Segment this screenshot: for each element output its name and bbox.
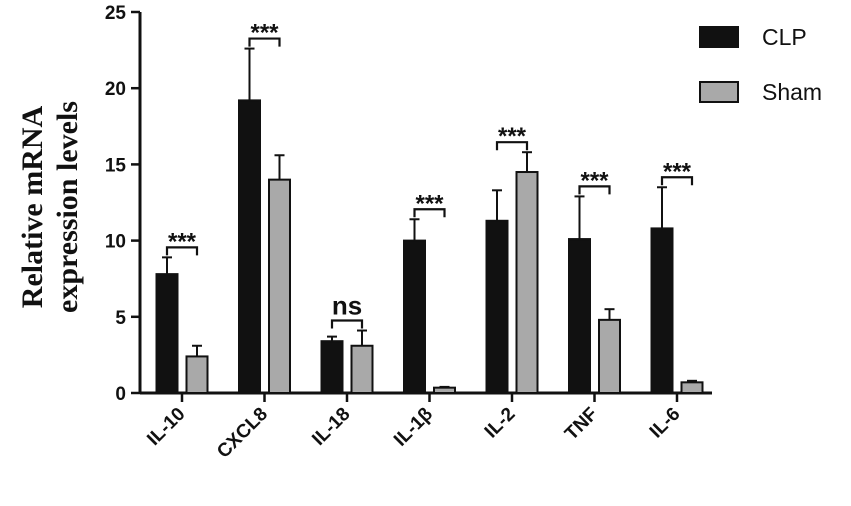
significance-label: ***: [580, 167, 609, 194]
x-category-label: IL-10: [143, 404, 189, 450]
legend-swatch-sham: [699, 81, 739, 103]
bar-clp: [238, 99, 261, 394]
y-tick-label: 15: [105, 155, 127, 176]
y-tick-label: 0: [115, 384, 126, 405]
bars: [155, 47, 704, 395]
x-category-label: TNF: [561, 404, 602, 445]
significance-label: ***: [663, 158, 692, 185]
bar-clp: [568, 238, 591, 394]
bar-sham: [350, 344, 374, 395]
bar-clp: [650, 227, 674, 394]
significance-label: ns: [332, 291, 362, 321]
significance-bracket: [495, 141, 529, 151]
legend: CLP Sham: [699, 24, 822, 105]
y-axis-label-line-2: expression levels: [51, 101, 84, 313]
y-tick-label: 10: [105, 232, 126, 253]
bar-sham: [515, 171, 539, 394]
bar-sham: [598, 318, 621, 394]
bar-clp: [320, 340, 344, 394]
significance-markers: *** *** ns *** *** *** ***: [165, 20, 694, 329]
x-category-label: IL-2: [481, 404, 520, 443]
significance-bracket: [165, 246, 199, 256]
significance-bracket: [660, 176, 694, 186]
significance-bracket: [248, 37, 281, 47]
legend-label: Sham: [762, 79, 822, 105]
y-tick-label: 5: [115, 308, 126, 329]
y-tick-label: 20: [105, 79, 126, 100]
bar-sham: [268, 178, 291, 394]
significance-bracket: [413, 208, 446, 218]
significance-label: ***: [415, 190, 444, 217]
x-category-label: IL-18: [308, 404, 354, 450]
y-axis-label: Relative mRNA expression levels: [16, 101, 84, 313]
significance-label: ***: [498, 123, 527, 150]
y-axis-label-line-1: Relative mRNA: [16, 105, 49, 308]
x-category-label: IL-1β: [390, 404, 437, 451]
bar-clp: [403, 239, 426, 394]
bar-clp: [155, 273, 179, 394]
legend-swatch-clp: [699, 26, 739, 48]
x-category-label: IL-6: [646, 404, 685, 443]
bar-clp: [485, 219, 509, 394]
bar-sham: [680, 381, 704, 395]
legend-label: CLP: [762, 24, 807, 50]
significance-bracket: [578, 185, 611, 195]
significance-label: ***: [168, 228, 197, 255]
bar-sham: [185, 355, 209, 395]
bar-sham: [433, 386, 456, 394]
significance-label: ***: [250, 20, 279, 47]
significance-bracket: [330, 319, 364, 329]
y-tick-label: 25: [105, 3, 127, 24]
x-category-label: CXCL8: [213, 404, 272, 463]
